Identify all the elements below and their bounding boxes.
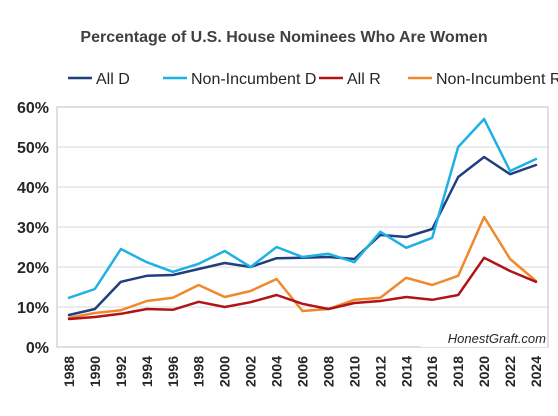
x-tick-label: 2002 bbox=[243, 356, 259, 387]
series-line-non-incumbent-d bbox=[67, 117, 538, 300]
y-tick-label: 30% bbox=[17, 220, 49, 237]
source-annotation: HonestGraft.com bbox=[448, 331, 546, 346]
y-tick-label: 0% bbox=[26, 340, 49, 357]
legend-label: All R bbox=[347, 71, 381, 88]
x-tick-label: 2004 bbox=[269, 356, 285, 387]
x-tick-label: 2018 bbox=[450, 356, 466, 387]
x-tick-label: 2006 bbox=[295, 356, 311, 387]
y-axis: 0% 10% 20% 30% 40% 50% 60% bbox=[17, 100, 49, 357]
x-tick-label: 2014 bbox=[398, 356, 414, 387]
x-tick-label: 2000 bbox=[217, 356, 233, 387]
x-tick-label: 1992 bbox=[113, 356, 129, 387]
x-tick-label: 2008 bbox=[320, 356, 336, 387]
x-tick-label: 1990 bbox=[87, 356, 103, 387]
x-tick-label: 1988 bbox=[61, 356, 77, 387]
x-axis: 1988 1990 1992 1994 1996 1998 2000 2002 2004 2006… bbox=[61, 356, 544, 387]
plot-area-border bbox=[56, 106, 549, 348]
legend-label: Non-Incumbent D bbox=[191, 71, 316, 88]
series-line-non-incumbent-r bbox=[67, 215, 538, 320]
series-group bbox=[67, 117, 538, 321]
x-tick-label: 2020 bbox=[476, 356, 492, 387]
x-tick-label: 2016 bbox=[424, 356, 440, 387]
x-tick-label: 1996 bbox=[165, 356, 181, 387]
y-tick-label: 50% bbox=[17, 140, 49, 157]
y-tick-label: 20% bbox=[17, 260, 49, 277]
y-tick-label: 10% bbox=[17, 300, 49, 317]
y-tick-label: 40% bbox=[17, 180, 49, 197]
annotation-box bbox=[421, 330, 547, 347]
x-tick-label: 2022 bbox=[502, 356, 518, 387]
y-tick-label: 60% bbox=[17, 100, 49, 117]
x-tick-label: 2024 bbox=[528, 356, 544, 387]
x-tick-label: 2010 bbox=[346, 356, 362, 387]
x-tick-label: 2012 bbox=[372, 356, 388, 387]
legend-label: Non-Incumbent R bbox=[436, 71, 558, 88]
legend: All D Non-Incumbent D All R Non-Incumbent R bbox=[68, 71, 558, 88]
series-line-all-r bbox=[67, 256, 538, 321]
x-tick-label: 1998 bbox=[191, 356, 207, 387]
legend-label: All D bbox=[96, 71, 130, 88]
x-tick-label: 1994 bbox=[139, 356, 155, 387]
chart-title: Percentage of U.S. House Nominees Who Ar… bbox=[80, 29, 487, 46]
